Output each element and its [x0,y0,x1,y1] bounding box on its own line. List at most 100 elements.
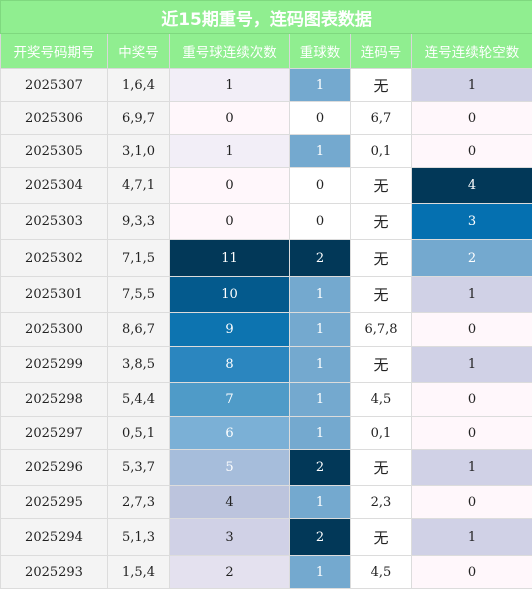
cell-consecutive: 无 [350,276,412,313]
title-row: 近15期重号，连码图表数据 [0,0,532,34]
cell-repeat-streak: 5 [169,449,290,486]
cell-consecutive: 2,3 [350,485,412,519]
cell-repeat-count: 2 [289,449,351,486]
cell-repeat-count: 1 [289,555,351,589]
header-period: 开奖号码期号 [0,33,108,69]
cell-gap-streak: 0 [410,382,532,417]
cell-repeat-count: 2 [289,518,351,556]
table-row: 2025299 3,8,5 8 1 无 1 [0,346,532,383]
table-row: 2025295 2,7,3 4 1 2,3 0 [0,485,532,519]
table-row: 2025298 5,4,4 7 1 4,5 0 [0,382,532,417]
header-consecutive: 连码号 [350,33,412,69]
table-row: 2025301 7,5,5 10 1 无 1 [0,276,532,313]
cell-gap-streak: 1 [410,518,532,556]
cell-gap-streak: 0 [410,312,532,347]
cell-consecutive: 6,7,8 [350,312,412,347]
cell-period: 2025294 [0,518,108,556]
table-row: 2025302 7,1,5 11 2 无 2 [0,239,532,277]
cell-repeat-streak: 0 [169,203,290,240]
header-gap-streak: 连号连续轮空数 [410,33,532,69]
header-repeat-streak: 重号球连续次数 [169,33,290,69]
cell-gap-streak: 1 [410,346,532,383]
cell-repeat-count: 1 [289,346,351,383]
cell-repeat-count: 1 [289,485,351,519]
cell-draw: 9,3,3 [107,203,170,240]
cell-repeat-streak: 0 [169,101,290,135]
cell-consecutive: 无 [350,518,412,556]
cell-draw: 4,7,1 [107,167,170,204]
cell-draw: 2,7,3 [107,485,170,519]
cell-repeat-count: 1 [289,276,351,313]
cell-repeat-count: 0 [289,101,351,135]
cell-repeat-streak: 9 [169,312,290,347]
cell-period: 2025306 [0,101,108,135]
cell-repeat-streak: 1 [169,134,290,168]
cell-draw: 3,1,0 [107,134,170,168]
cell-repeat-count: 2 [289,239,351,277]
cell-period: 2025297 [0,416,108,450]
cell-consecutive: 0,1 [350,134,412,168]
table-row: 2025293 1,5,4 2 1 4,5 0 [0,555,532,589]
table-row: 2025294 5,1,3 3 2 无 1 [0,518,532,556]
table-row: 2025305 3,1,0 1 1 0,1 0 [0,134,532,168]
cell-consecutive: 4,5 [350,382,412,417]
cell-repeat-streak: 6 [169,416,290,450]
cell-gap-streak: 0 [410,101,532,135]
cell-consecutive: 无 [350,346,412,383]
table-row: 2025300 8,6,7 9 1 6,7,8 0 [0,312,532,347]
cell-period: 2025302 [0,239,108,277]
table-row: 2025307 1,6,4 1 1 无 1 [0,68,532,102]
header-repeat-count: 重球数 [289,33,351,69]
cell-draw: 5,1,3 [107,518,170,556]
cell-draw: 1,6,4 [107,68,170,102]
cell-draw: 7,1,5 [107,239,170,277]
cell-repeat-count: 1 [289,134,351,168]
table-row: 2025296 5,3,7 5 2 无 1 [0,449,532,486]
cell-repeat-count: 0 [289,167,351,204]
cell-repeat-count: 1 [289,312,351,347]
cell-gap-streak: 4 [410,167,532,204]
cell-period: 2025301 [0,276,108,313]
cell-draw: 3,8,5 [107,346,170,383]
cell-period: 2025298 [0,382,108,417]
cell-repeat-streak: 7 [169,382,290,417]
cell-repeat-streak: 3 [169,518,290,556]
table-row: 2025297 0,5,1 6 1 0,1 0 [0,416,532,450]
cell-repeat-count: 1 [289,68,351,102]
cell-repeat-count: 0 [289,203,351,240]
cell-consecutive: 无 [350,203,412,240]
table-row: 2025304 4,7,1 0 0 无 4 [0,167,532,204]
cell-repeat-count: 1 [289,382,351,417]
cell-period: 2025300 [0,312,108,347]
table-row: 2025303 9,3,3 0 0 无 3 [0,203,532,240]
cell-repeat-streak: 4 [169,485,290,519]
cell-draw: 6,9,7 [107,101,170,135]
cell-consecutive: 6,7 [350,101,412,135]
table-row: 2025306 6,9,7 0 0 6,7 0 [0,101,532,135]
cell-consecutive: 无 [350,167,412,204]
cell-consecutive: 4,5 [350,555,412,589]
cell-period: 2025307 [0,68,108,102]
cell-gap-streak: 1 [410,276,532,313]
table-body: 2025307 1,6,4 1 1 无 1 2025306 6,9,7 0 0 6,7 0 202530… [0,68,532,589]
cell-draw: 0,5,1 [107,416,170,450]
cell-period: 2025304 [0,167,108,204]
cell-repeat-streak: 1 [169,68,290,102]
cell-draw: 5,3,7 [107,449,170,486]
cell-gap-streak: 0 [410,416,532,450]
cell-period: 2025296 [0,449,108,486]
cell-period: 2025305 [0,134,108,168]
cell-gap-streak: 0 [410,485,532,519]
cell-consecutive: 无 [350,449,412,486]
cell-period: 2025299 [0,346,108,383]
cell-gap-streak: 1 [410,449,532,486]
cell-gap-streak: 0 [410,134,532,168]
header-draw: 中奖号 [107,33,170,69]
cell-draw: 1,5,4 [107,555,170,589]
cell-repeat-streak: 2 [169,555,290,589]
cell-consecutive: 无 [350,68,412,102]
cell-period: 2025293 [0,555,108,589]
cell-consecutive: 无 [350,239,412,277]
